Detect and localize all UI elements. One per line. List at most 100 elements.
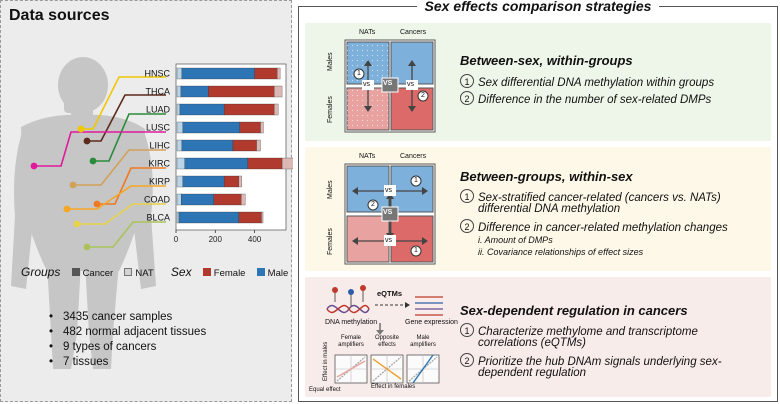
bar-kirc-cancer-female	[247, 157, 283, 170]
s1-row-females: Females	[327, 96, 334, 123]
s1-num-1: 1	[357, 70, 361, 77]
s1-title: Between-sex, within-groups	[460, 53, 633, 68]
stat-cancer-types: 9 types of cancers	[49, 341, 156, 353]
bar-hnsc-nat-female	[277, 67, 281, 80]
s3-plot-opposite: Opposite effects	[374, 335, 399, 348]
bar-luad-cancer-male	[179, 103, 225, 116]
legend-female-swatch	[202, 268, 211, 276]
s3-item-2: 2 Prioritize the hub DNAm signals underly…	[460, 353, 722, 369]
legend-sex-label: Sex	[170, 265, 192, 279]
strategies-panel: Sex effects comparison strategies	[298, 0, 778, 402]
bar-label-kirc: KIRC	[148, 159, 170, 169]
bar-kirp-nat-male	[176, 175, 184, 188]
eqtm-diagram	[326, 285, 443, 384]
s1-item-1: 1 Sex differential DNA methylation within…	[460, 74, 714, 90]
bar-kirc-cancer-male	[184, 157, 248, 170]
bar-hnsc-cancer-male	[181, 67, 255, 80]
bar-lihc-cancer-female	[232, 139, 257, 152]
bar-coad-nat-male	[176, 193, 182, 206]
section-between-groups: NATs Cancers Males Females vs vs VS 1 2 …	[305, 147, 771, 271]
legend-male-swatch	[256, 268, 265, 276]
legend-groups-label: Groups	[21, 265, 61, 279]
bar-kirc-nat-female	[281, 157, 293, 170]
s3-dna-label: DNA methylation	[325, 319, 378, 326]
s2-big-vs: VS	[383, 209, 393, 216]
between-groups-diagram	[344, 163, 436, 265]
bar-lihc-nat-male	[176, 139, 183, 152]
stat-tissues: 7 tissues	[49, 356, 109, 368]
s2-row-females: Females	[327, 228, 334, 255]
bar-label-blca: BLCA	[146, 213, 170, 223]
s1-big-vs: VS	[383, 80, 393, 87]
s1-num-2: 2	[421, 92, 425, 99]
bar-coad-cancer-male	[181, 193, 214, 206]
s2-vs-top: vs	[385, 187, 392, 194]
organ-connectors	[30, 76, 166, 251]
s2-num-1-top: 1	[414, 177, 418, 184]
s2-row-males: Males	[327, 180, 334, 199]
legend-nat-swatch	[124, 268, 133, 276]
data-sources-panel: Data sources	[0, 0, 293, 402]
data-sources-title: Data sources	[9, 7, 110, 24]
bar-kirp-cancer-female	[223, 175, 240, 188]
s2-item-1-cont: differential DNA methylation	[478, 203, 621, 215]
bar-coad-cancer-female	[213, 193, 242, 206]
s3-equal-label: Equal effect	[309, 387, 341, 393]
s1-col-cancers: Cancers	[400, 29, 427, 36]
s3-eqtms: eQTMs	[377, 289, 403, 298]
bar-kirp-cancer-male	[182, 175, 225, 188]
bar-lusc-cancer-male	[182, 121, 241, 134]
bar-luad-cancer-female	[223, 103, 275, 116]
bar-thca-nat-male	[176, 85, 182, 98]
bar-label-lihc: LIHC	[149, 141, 170, 151]
bar-label-thca: THCA	[146, 87, 171, 97]
stat-cancer-samples: 3435 cancer samples	[49, 311, 172, 323]
bar-label-luad: LUAD	[146, 105, 171, 115]
x-tick-label-0: 0	[174, 235, 179, 244]
bar-label-kirp: KIRP	[149, 177, 170, 187]
s2-item-1: 1 Sex-stratified cancer-related (cancers …	[460, 189, 721, 205]
legend-cancer-swatch	[71, 268, 80, 276]
s3-y-label: Effect in males	[323, 341, 329, 381]
bar-thca-nat-female	[274, 85, 283, 98]
s2-col-nats: NATs	[359, 153, 376, 160]
bar-luad-nat-male	[176, 103, 181, 116]
s1-item-2: 2 Difference in the number of sex-related…	[460, 91, 711, 107]
between-sex-diagram	[344, 39, 436, 133]
s2-col-cancers: Cancers	[400, 153, 427, 160]
bar-thca-cancer-male	[180, 85, 209, 98]
bar-blca-nat-male	[176, 211, 180, 224]
s3-item-2-cont: dependent regulation	[478, 367, 587, 379]
legend-male: Male	[267, 268, 289, 279]
s1-row-males: Males	[327, 52, 334, 71]
s3-item-1: 1 Characterize methylome and transcriptom…	[460, 323, 698, 339]
s3-item-1-cont: correlations (eQTMs)	[478, 337, 586, 349]
bar-lusc-cancer-female	[239, 121, 261, 134]
bar-blca-cancer-female	[238, 211, 262, 224]
s3-x-label: Effect in females	[371, 384, 416, 390]
s3-gene-label: Gene expression	[405, 319, 458, 326]
s2-num-2: 2	[371, 201, 375, 208]
bar-blca-nat-female	[261, 211, 264, 224]
bar-label-lusc: LUSC	[146, 123, 171, 133]
bar-hnsc-cancer-female	[254, 67, 278, 80]
s1-vs-right: vs	[407, 81, 414, 88]
s2-sub-2: ii. Covariance relationships of effect s…	[478, 247, 644, 257]
legend-cancer: Cancer	[82, 268, 114, 279]
s2-title: Between-groups, within-sex	[460, 169, 633, 184]
strategies-title-wrap: Sex effects comparison strategies	[299, 0, 777, 16]
s1-col-nats: NATs	[359, 29, 376, 36]
stat-normal-tissues: 482 normal adjacent tissues	[49, 326, 206, 338]
bar-label-coad: COAD	[144, 195, 171, 205]
s3-plot-female: Female amplifiers	[338, 335, 364, 348]
bar-lihc-cancer-male	[181, 139, 234, 152]
legend: Groups Cancer NAT Sex Female Male	[21, 265, 288, 279]
x-tick-label-200: 200	[209, 235, 223, 244]
s2-item-2: 2 Difference in cancer-related methylatio…	[460, 219, 728, 235]
bar-label-hnsc: HNSC	[144, 69, 170, 79]
s1-vs-left: vs	[363, 81, 370, 88]
bar-luad-nat-female	[274, 103, 279, 116]
s3-plot-male: Male amplifiers	[410, 335, 436, 348]
bar-hnsc-nat-male	[176, 67, 183, 80]
bar-kirp-nat-female	[238, 175, 242, 188]
